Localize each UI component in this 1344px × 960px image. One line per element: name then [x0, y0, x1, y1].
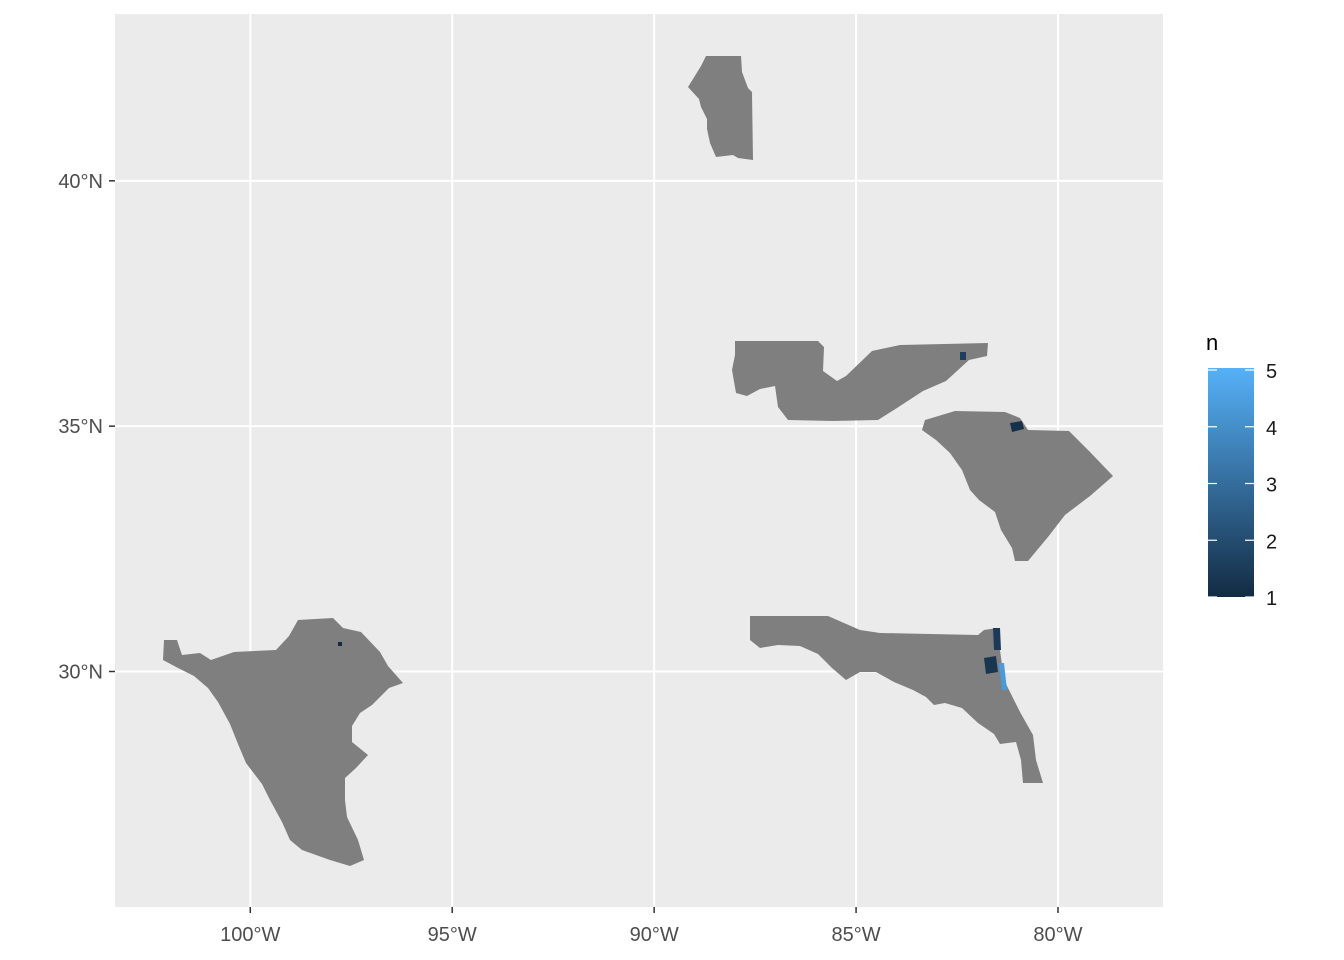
x-tick-label: 90°W	[630, 924, 679, 946]
region-florida	[750, 616, 1043, 783]
region-texas	[163, 618, 403, 866]
legend-label: 1	[1266, 588, 1277, 610]
value-region-fl-3	[999, 663, 1007, 690]
region-south-carolina	[922, 411, 1113, 561]
value-regions	[338, 352, 1024, 690]
x-tick-label: 85°W	[832, 924, 881, 946]
axis-layer: 100°W 95°W 90°W 85°W 80°W 30°N 35°N 40°N	[58, 171, 1082, 946]
legend-colorbar	[1208, 368, 1254, 597]
region-tennessee	[732, 341, 988, 421]
y-tick-label: 30°N	[58, 661, 103, 683]
legend: n 1 2 3 4 5	[1206, 330, 1277, 610]
legend-label: 4	[1266, 418, 1277, 440]
legend-label: 3	[1266, 475, 1277, 497]
legend-label: 5	[1266, 361, 1277, 383]
value-region-sc	[1010, 421, 1024, 432]
y-tick-label: 35°N	[58, 416, 103, 438]
y-tick-label: 40°N	[58, 171, 103, 193]
value-region-tx	[338, 642, 342, 646]
value-region-fl-1	[984, 656, 998, 674]
x-tick-label: 95°W	[428, 924, 477, 946]
legend-ticks: 1 2 3 4 5	[1208, 361, 1277, 610]
region-layer	[163, 56, 1113, 866]
legend-label: 2	[1266, 531, 1277, 553]
x-tick-label: 80°W	[1033, 924, 1082, 946]
region-illinois	[688, 56, 753, 160]
legend-title: n	[1206, 330, 1218, 355]
x-tick-label: 100°W	[220, 924, 280, 946]
value-region-fl-2	[993, 628, 1001, 650]
value-region-tn	[960, 352, 966, 360]
